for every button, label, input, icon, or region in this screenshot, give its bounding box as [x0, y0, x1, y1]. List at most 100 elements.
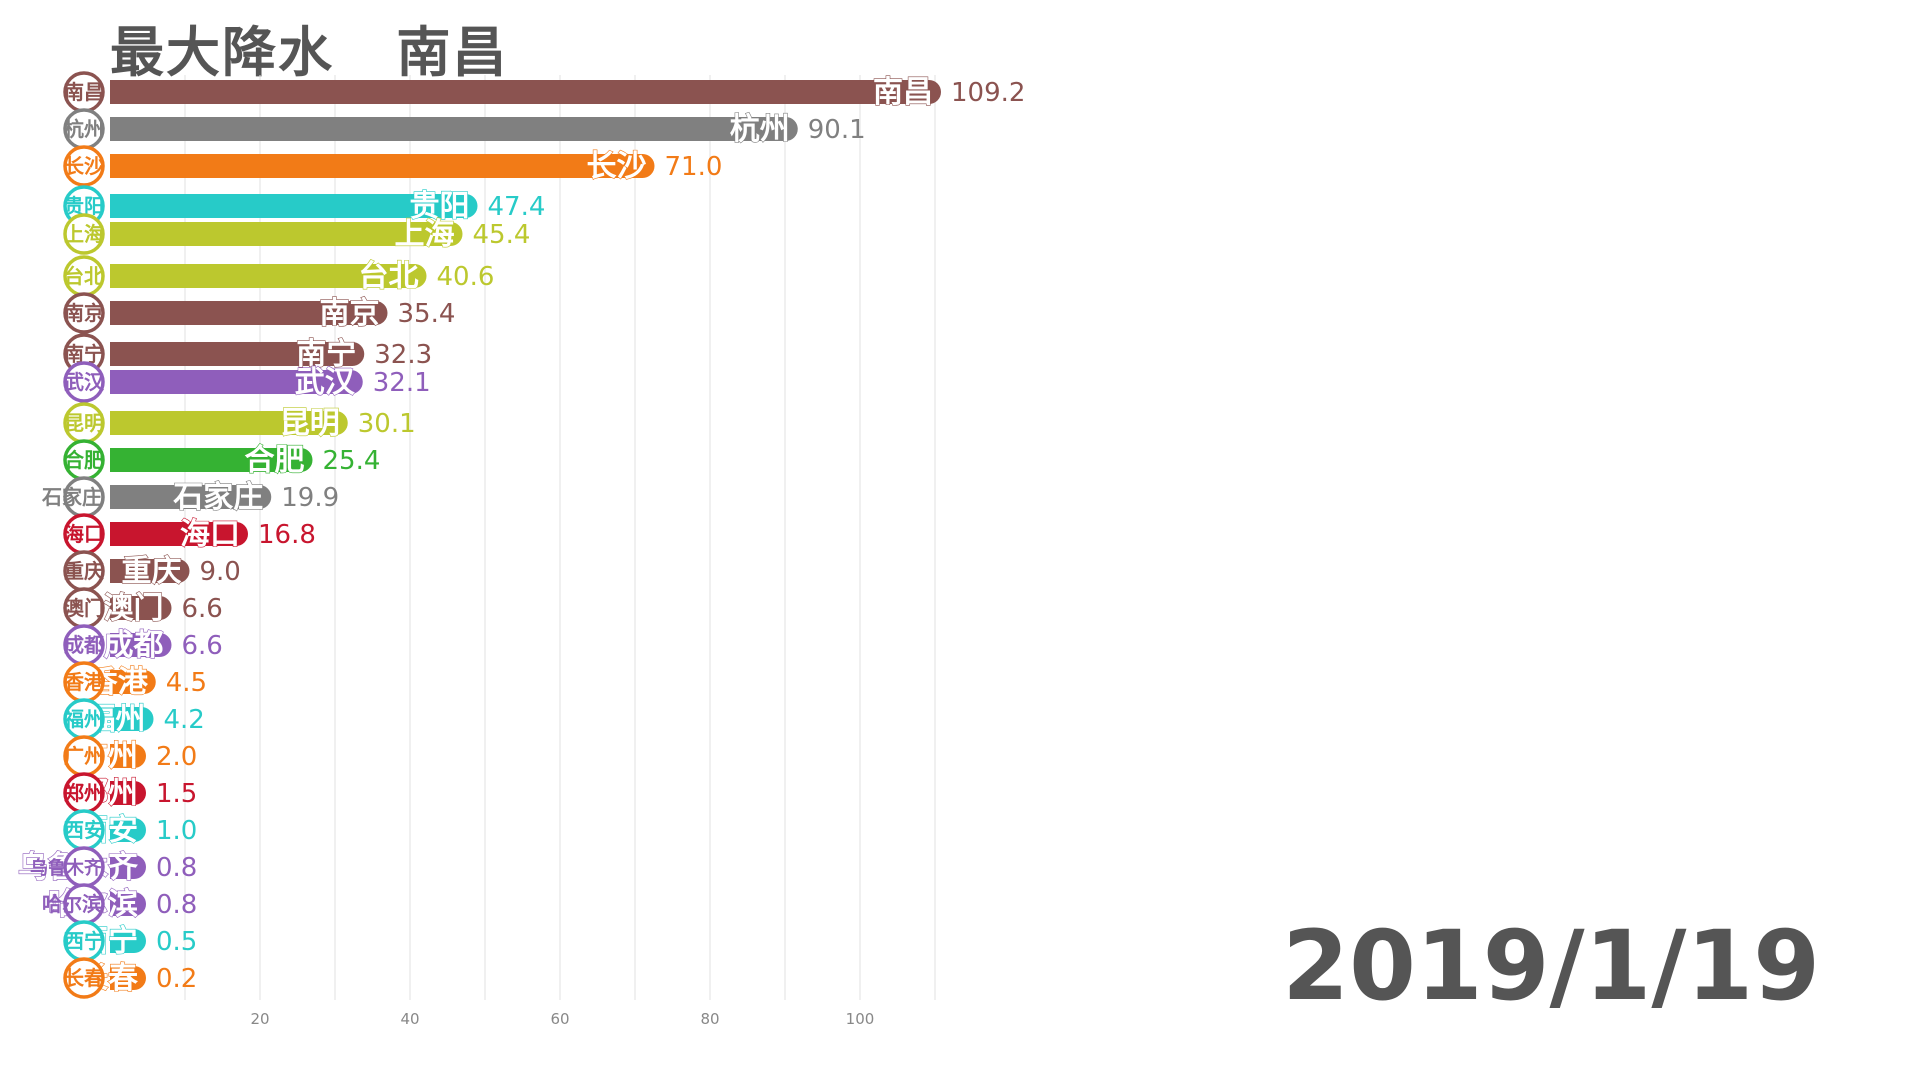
bar-left-cap	[110, 301, 134, 325]
bar-row: 海口 16.8 海口	[63, 513, 316, 555]
title-prefix: 最大降水	[110, 21, 334, 84]
bar	[110, 370, 363, 394]
city-badge-label: 南京	[64, 301, 104, 325]
bar-left-cap	[110, 342, 134, 366]
bar-left-cap	[110, 80, 134, 104]
ticks-layer: 20 40 60 80 100	[250, 1010, 874, 1028]
bar	[110, 485, 272, 509]
bar-left-cap	[110, 559, 134, 583]
bar-left-cap	[110, 194, 134, 218]
bar-row: 南昌 109.2 南昌	[63, 71, 1025, 113]
bar-left-cap	[110, 929, 134, 953]
bar-value-label: 0.8	[156, 890, 197, 920]
bar-row: 成都 6.6 成都	[63, 624, 223, 666]
bar-name-label: 石家庄	[172, 480, 263, 515]
bar	[110, 80, 941, 104]
bar-value-label: 9.0	[200, 557, 241, 587]
chart-title: 最大降水 南昌	[110, 8, 508, 87]
bar-left-cap	[110, 707, 134, 731]
bar-value-label: 4.2	[164, 705, 205, 735]
bar-value-label: 0.5	[156, 927, 197, 957]
bar-left-cap	[110, 448, 134, 472]
bar-value-label: 25.4	[323, 446, 381, 476]
bar-value-label: 47.4	[488, 192, 546, 222]
x-tick-label: 100	[846, 1010, 875, 1028]
city-badge-label: 成都	[64, 633, 104, 657]
bar-value-label: 16.8	[258, 520, 316, 550]
bar-value-label: 4.5	[166, 668, 207, 698]
city-badge-label: 哈尔滨	[42, 892, 102, 916]
city-badge-label: 福州	[63, 707, 104, 731]
bar-row: 西安 1.0西安	[63, 809, 197, 851]
bar-left-cap	[110, 892, 134, 916]
bar-name-label: 澳门	[104, 591, 164, 626]
bar-row: 石家庄 19.9 石家庄	[41, 476, 339, 518]
bar-value-label: 90.1	[808, 115, 866, 145]
bar-name-label: 贵阳	[410, 189, 470, 224]
bar-left-cap	[110, 485, 134, 509]
bar-left-cap	[110, 154, 134, 178]
bar-left-cap	[110, 370, 134, 394]
x-tick-label: 40	[400, 1010, 419, 1028]
bar-value-label: 0.2	[156, 964, 197, 994]
bar-left-cap	[110, 781, 134, 805]
bar-row: 澳门 6.6 澳门	[63, 587, 223, 629]
date-label: 2019/1/19	[1282, 910, 1820, 1022]
bar-value-label: 1.0	[156, 816, 197, 846]
city-badge-label: 杭州	[64, 117, 104, 141]
city-badge-label: 重庆	[64, 559, 104, 583]
city-badge-label: 海口	[64, 522, 104, 546]
bar-value-label: 1.5	[156, 779, 197, 809]
city-badge-label: 长春	[64, 966, 105, 990]
bar-value-label: 6.6	[182, 594, 223, 624]
city-badge-label: 台北	[64, 264, 104, 288]
bar	[110, 194, 478, 218]
bar-row: 南宁 32.3南宁	[63, 333, 432, 375]
bar-row: 合肥 25.4 合肥	[63, 439, 381, 481]
bar	[110, 342, 365, 366]
bar-row: 长春 0.2长春	[63, 957, 197, 999]
bar-left-cap	[110, 411, 134, 435]
bar-row: 台北 40.6 台北	[63, 255, 494, 297]
bar-row: 西宁 0.5西宁	[63, 920, 197, 962]
bar-value-label: 45.4	[473, 220, 531, 250]
bar-value-label: 71.0	[665, 152, 723, 182]
bar	[110, 154, 655, 178]
bar-row: 郑州 1.5郑州	[63, 772, 197, 814]
bar-left-cap	[110, 744, 134, 768]
bar	[110, 411, 348, 435]
bar-row: 南京 35.4 南京	[63, 292, 456, 334]
x-tick-label: 20	[250, 1010, 269, 1028]
bar-value-label: 35.4	[398, 299, 456, 329]
bar-name-label: 武汉	[295, 365, 356, 400]
bar-left-cap	[110, 222, 134, 246]
bar-left-cap	[110, 633, 134, 657]
bar	[110, 222, 463, 246]
bar-name-label: 成都	[104, 628, 164, 663]
city-badge-label: 武汉	[64, 370, 105, 394]
bar	[110, 301, 388, 325]
city-badge-label: 合肥	[64, 448, 104, 472]
bar-name-label: 海口	[180, 517, 240, 552]
bar-name-label: 合肥	[245, 443, 305, 478]
bar-row: 上海 45.4 上海	[63, 213, 531, 255]
city-badge-label: 南昌	[64, 80, 104, 104]
city-badge-label: 上海	[64, 222, 104, 246]
bar-name-label: 杭州	[730, 112, 790, 147]
city-badge-ring	[63, 957, 105, 999]
bar-row: 广州 2.0广州	[63, 735, 197, 777]
city-badge-label: 石家庄	[41, 485, 102, 509]
bar-left-cap	[110, 522, 134, 546]
bar-name-label: 南昌	[873, 75, 933, 110]
bar-left-cap	[110, 670, 134, 694]
bar-name-label: 长沙	[587, 149, 647, 184]
city-badge-label: 西宁	[64, 929, 104, 953]
bar-left-cap	[110, 264, 134, 288]
bar-name-label: 上海	[395, 217, 455, 252]
city-badge-label: 广州	[64, 744, 104, 768]
bar-row: 贵阳 47.4贵阳	[63, 185, 546, 227]
bar-row: 武汉 32.1 武汉	[63, 361, 431, 403]
city-badge-label: 香港	[64, 670, 105, 694]
